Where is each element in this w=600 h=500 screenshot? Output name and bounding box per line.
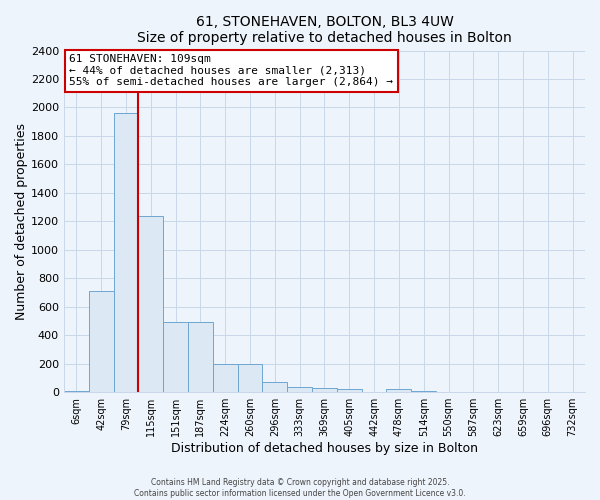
Title: 61, STONEHAVEN, BOLTON, BL3 4UW
Size of property relative to detached houses in : 61, STONEHAVEN, BOLTON, BL3 4UW Size of … [137,15,512,45]
Bar [213,364,238,392]
Bar [287,387,312,392]
Bar [188,322,213,392]
Y-axis label: Number of detached properties: Number of detached properties [15,123,28,320]
Bar [386,390,411,392]
Bar [337,390,362,392]
Text: Contains HM Land Registry data © Crown copyright and database right 2025.
Contai: Contains HM Land Registry data © Crown c… [134,478,466,498]
Bar [312,388,337,392]
Bar [163,322,188,392]
Text: 61 STONEHAVEN: 109sqm
← 44% of detached houses are smaller (2,313)
55% of semi-d: 61 STONEHAVEN: 109sqm ← 44% of detached … [69,54,393,87]
X-axis label: Distribution of detached houses by size in Bolton: Distribution of detached houses by size … [171,442,478,455]
Bar [262,382,287,392]
Bar [113,113,139,392]
Bar [89,291,113,392]
Bar [411,391,436,392]
Bar [139,216,163,392]
Bar [238,364,262,392]
